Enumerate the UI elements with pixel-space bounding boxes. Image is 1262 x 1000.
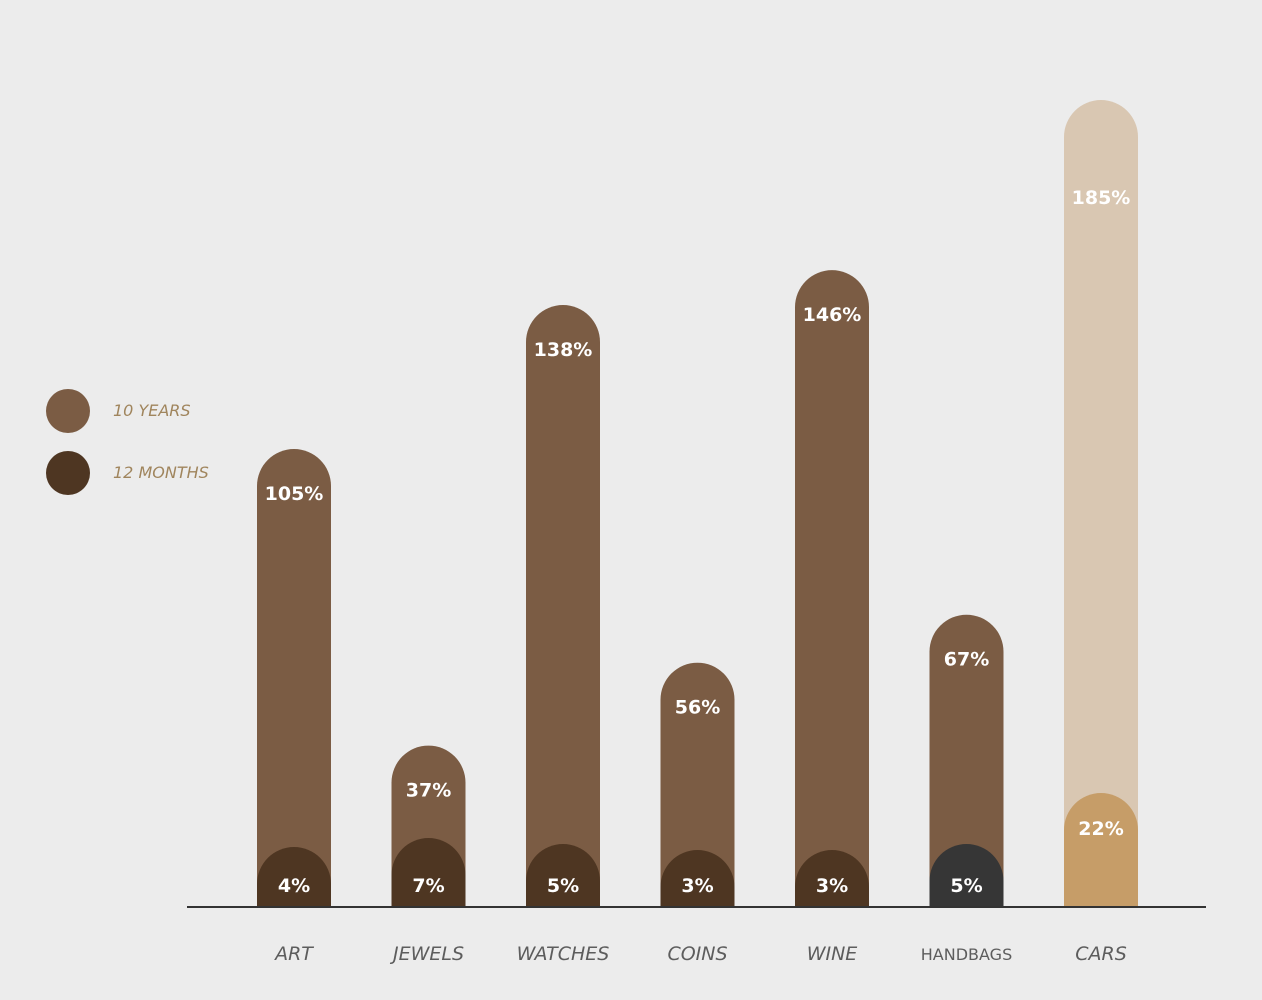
category-label-art: ART <box>273 943 314 965</box>
category-label-jewels: JEWELS <box>389 943 464 965</box>
value-label-12-months-art: 4% <box>278 875 310 897</box>
bar-12-months-watches <box>526 844 600 907</box>
value-label-10-years-handbags: 67% <box>944 649 989 671</box>
bar-12-months-wine <box>795 850 869 907</box>
legend-label-12-months: 12 MONTHS <box>113 463 209 482</box>
value-label-12-months-jewels: 7% <box>412 875 444 897</box>
value-label-12-months-coins: 3% <box>681 875 713 897</box>
value-label-10-years-watches: 138% <box>534 339 593 361</box>
value-label-10-years-jewels: 37% <box>406 780 451 802</box>
bar-12-months-art <box>257 847 331 907</box>
bar-12-months-cars <box>1064 793 1138 907</box>
value-label-10-years-wine: 146% <box>803 304 862 326</box>
bar-10-years-wine <box>795 270 869 907</box>
category-label-coins: COINS <box>667 943 727 965</box>
value-label-12-months-handbags: 5% <box>950 875 982 897</box>
bar-12-months-jewels <box>391 838 466 907</box>
category-label-cars: CARS <box>1075 943 1127 965</box>
bar-10-years-watches <box>526 305 600 908</box>
bars-group <box>257 100 1138 908</box>
category-label-watches: WATCHES <box>517 943 610 965</box>
value-label-10-years-cars: 185% <box>1072 187 1131 209</box>
legend-swatch-12-months <box>46 451 90 495</box>
value-label-10-years-art: 105% <box>265 483 324 505</box>
value-label-12-months-wine: 3% <box>816 875 848 897</box>
bar-10-years-coins <box>660 662 735 907</box>
bar-12-months-coins <box>660 850 735 907</box>
bar-10-years-handbags <box>929 614 1004 907</box>
value-label-12-months-watches: 5% <box>547 875 579 897</box>
legend-swatch-10-years <box>46 389 90 433</box>
value-label-12-months-cars: 22% <box>1078 818 1123 840</box>
category-label-handbags: HANDBAGS <box>921 945 1012 964</box>
legend-label-10-years: 10 YEARS <box>113 401 191 420</box>
value-label-10-years-coins: 56% <box>675 697 720 719</box>
category-label-wine: WINE <box>807 943 858 965</box>
labels-group: 105% 4% ART 37% 7% JEWELS 138% 5% WATCHES 56% 3% CO… <box>265 187 1131 965</box>
bar-10-years-cars <box>1064 100 1138 907</box>
bar-10-years-art <box>257 448 331 907</box>
bar-12-months-handbags <box>929 844 1004 907</box>
